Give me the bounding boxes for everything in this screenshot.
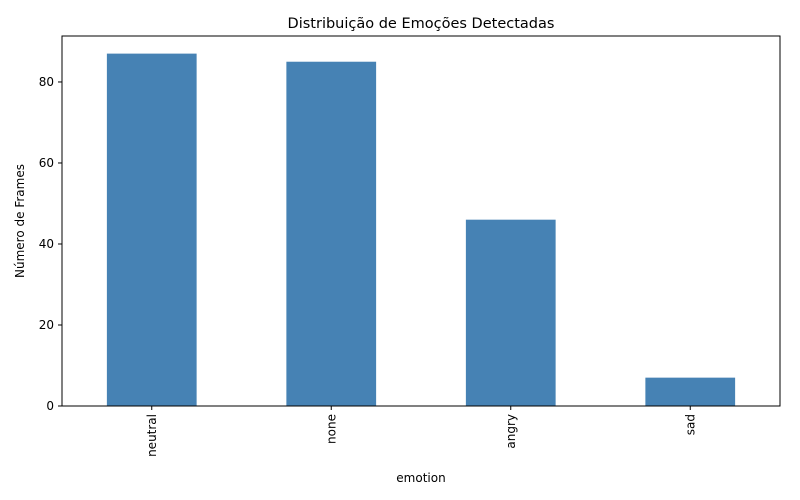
bars-group (106, 53, 736, 407)
bar-angry (465, 219, 556, 406)
bar-neutral (106, 53, 197, 406)
y-tick-label: 80 (39, 75, 54, 89)
chart-title: Distribuição de Emoções Detectadas (288, 16, 555, 32)
plot-frame (61, 35, 781, 407)
y-axis-ticks: 0 20 40 60 80 (39, 75, 62, 413)
x-axis-label: emotion (396, 471, 445, 485)
y-tick-label: 40 (39, 237, 54, 251)
x-axis-ticks: neutral none angry sad (145, 406, 697, 457)
y-axis-label: Número de Frames (13, 164, 27, 278)
x-tick-label-none: none (324, 414, 338, 444)
x-tick-label-angry: angry (504, 414, 518, 449)
x-tick-label-neutral: neutral (145, 414, 159, 457)
bar-sad (645, 377, 736, 406)
x-tick-label-sad: sad (683, 414, 697, 435)
y-tick-label: 0 (46, 399, 54, 413)
y-tick-label: 20 (39, 318, 54, 332)
y-tick-label: 60 (39, 156, 54, 170)
bar-none (286, 61, 377, 407)
